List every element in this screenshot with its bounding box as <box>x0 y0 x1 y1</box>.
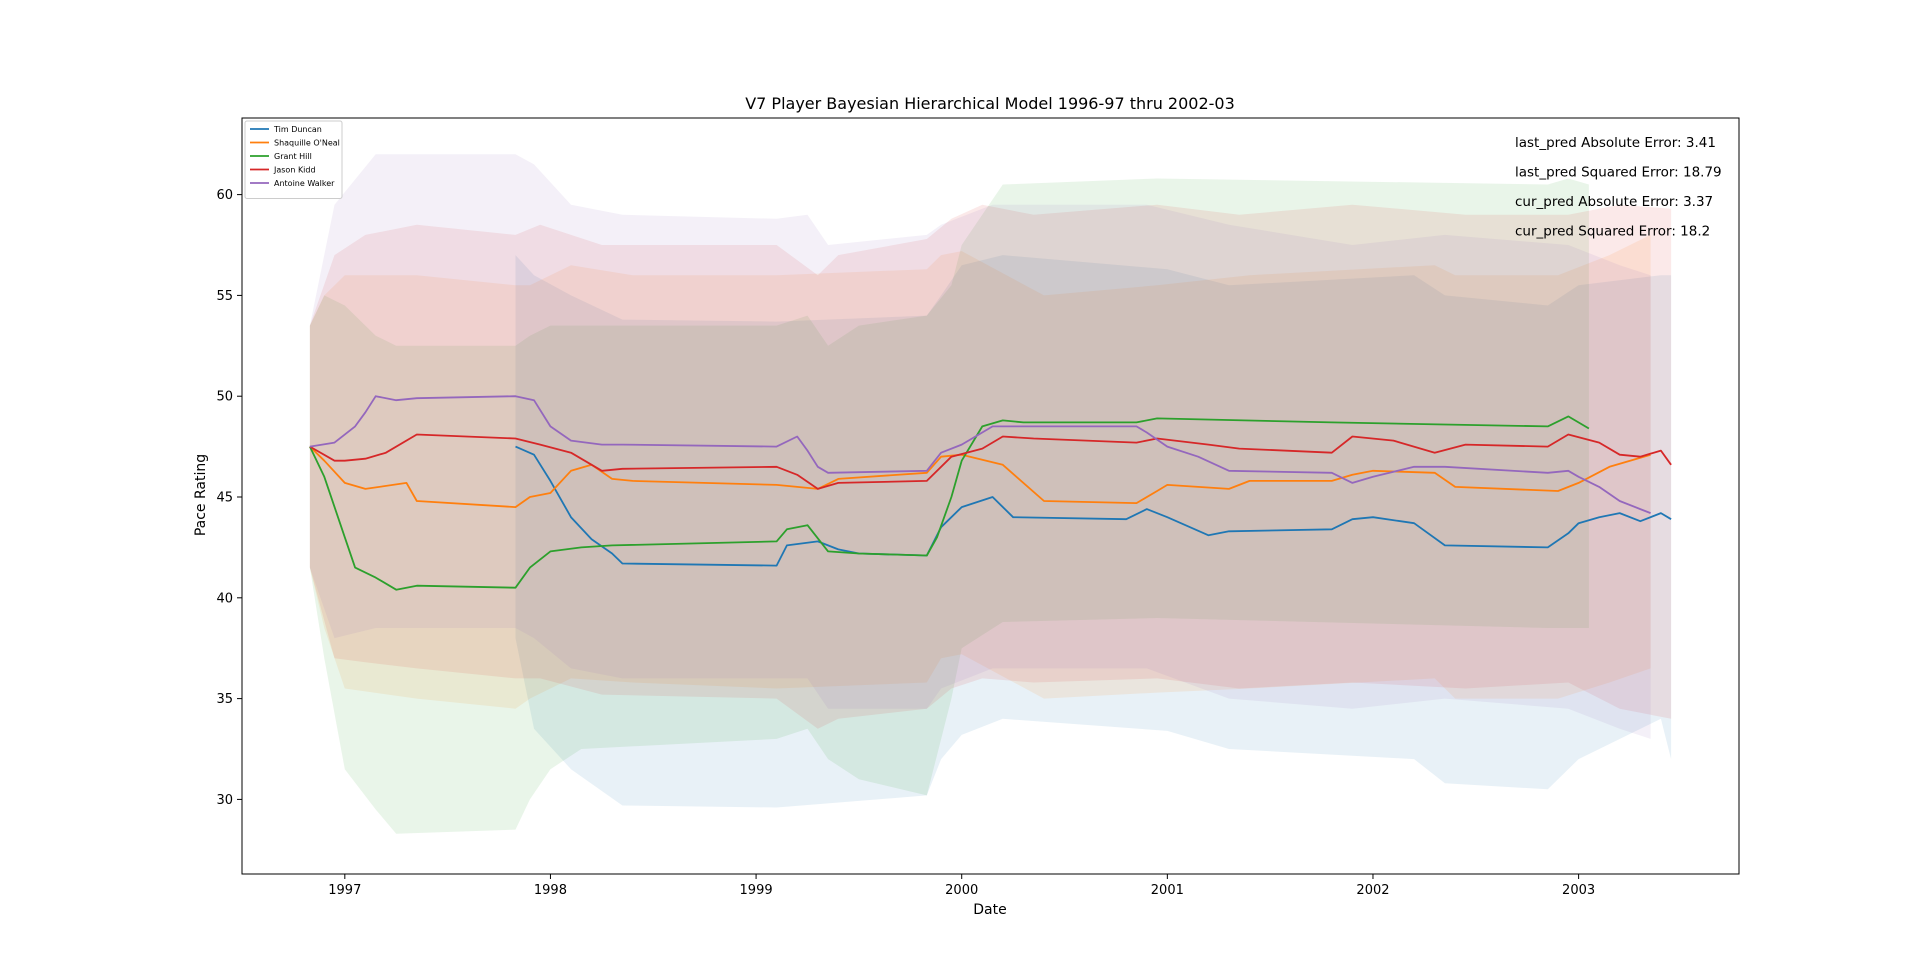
band-shaquille-o-neal <box>309 234 1651 709</box>
x-tick-label: 2001 <box>1151 883 1184 898</box>
series-line-jason-kidd <box>309 433 1672 490</box>
stats-annotations: last_pred Absolute Error: 3.41 last_pred … <box>1515 135 1722 240</box>
x-tick-label: 1997 <box>328 883 361 898</box>
legend-label-grant-hill: Grant Hill <box>274 152 312 161</box>
series-line-antoine-walker <box>309 395 1651 514</box>
y-axis-label: Pace Rating <box>193 454 209 536</box>
x-tick-label: 2002 <box>1356 883 1389 898</box>
band-grant-hill <box>309 178 1589 834</box>
band-tim-duncan <box>515 255 1672 808</box>
legend-label-antoine-walker: Antoine Walker <box>274 179 335 188</box>
legend-label-shaquille-o-neal: Shaquille O'Neal <box>274 139 340 148</box>
stat-annotation: last_pred Absolute Error: 3.41 <box>1515 135 1716 151</box>
legend-label-jason-kidd: Jason Kidd <box>273 166 316 175</box>
plot-frame <box>241 117 1740 875</box>
x-tick-label: 1999 <box>740 883 773 898</box>
y-tick-label: 55 <box>216 289 233 304</box>
chart-title: V7 Player Bayesian Hierarchical Model 19… <box>745 94 1235 113</box>
x-tick-label: 2003 <box>1562 883 1595 898</box>
y-tick-label: 45 <box>216 491 233 506</box>
legend-box <box>244 120 343 199</box>
x-tick-label: 2000 <box>945 883 978 898</box>
y-tick-label: 50 <box>216 390 233 405</box>
stat-annotation: cur_pred Absolute Error: 3.37 <box>1515 194 1713 210</box>
confidence-bands <box>309 154 1672 834</box>
stat-annotation: cur_pred Squared Error: 18.2 <box>1515 224 1710 240</box>
y-tick-label: 30 <box>216 793 233 808</box>
band-antoine-walker <box>309 154 1651 739</box>
series-line-tim-duncan <box>515 445 1672 567</box>
x-axis-label: Date <box>973 902 1006 918</box>
x-tick-label: 1998 <box>534 883 567 898</box>
band-jason-kidd <box>309 204 1672 729</box>
legend: Tim Duncan Shaquille O'Neal Grant Hill Jaso… <box>244 120 343 199</box>
legend-label-tim-duncan: Tim Duncan <box>273 125 322 134</box>
series-lines <box>309 395 1672 591</box>
x-axis-ticks: 1997 1998 1999 2000 2001 2002 2003 <box>328 874 1595 898</box>
y-tick-label: 35 <box>216 692 233 707</box>
stat-annotation: last_pred Squared Error: 18.79 <box>1515 165 1722 181</box>
series-line-grant-hill <box>309 415 1590 591</box>
y-tick-label: 60 <box>216 188 233 203</box>
y-tick-label: 40 <box>216 591 233 606</box>
y-axis-ticks: 30 35 40 45 50 55 60 <box>216 188 242 808</box>
